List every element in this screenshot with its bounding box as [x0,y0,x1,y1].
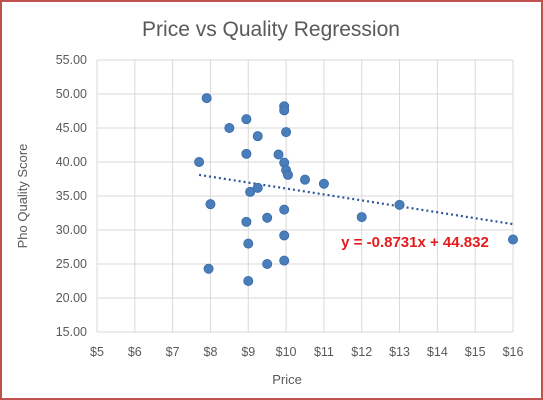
y-axis-label: Pho Quality Score [15,144,30,249]
grid-lines [96,59,514,333]
y-tick-label: 55.00 [56,53,87,67]
x-axis-ticks: $5 $6 $7 $8 $9 $10 $11 $12 $13 $14 $15 $16 [90,345,523,359]
data-points [194,93,518,286]
y-tick-label: 20.00 [56,291,87,305]
data-point [241,216,252,227]
data-point [201,93,212,104]
y-tick-label: 40.00 [56,155,87,169]
data-point [243,275,254,286]
data-point [243,238,254,249]
y-tick-label: 45.00 [56,121,87,135]
y-tick-label: 30.00 [56,223,87,237]
data-point [205,199,216,210]
data-point [194,156,205,167]
regression-equation: y = -0.8731x + 44.832 [341,234,489,251]
x-tick-label: $6 [128,345,142,359]
data-point [281,127,292,138]
x-tick-label: $9 [241,345,255,359]
data-point [279,204,290,215]
x-tick-label: $7 [166,345,180,359]
y-tick-label: 50.00 [56,87,87,101]
data-point [279,230,290,241]
data-point [241,114,252,125]
y-tick-label: 25.00 [56,257,87,271]
x-tick-label: $11 [314,345,334,359]
y-tick-label: 15.00 [56,325,87,339]
x-tick-label: $5 [90,345,104,359]
data-point [203,263,214,274]
data-point [279,105,290,116]
x-tick-label: $12 [351,345,372,359]
data-point [299,174,310,185]
data-point [252,182,263,193]
y-tick-label: 35.00 [56,189,87,203]
x-tick-label: $15 [465,345,486,359]
data-point [241,148,252,159]
data-point [507,234,518,245]
x-tick-label: $10 [276,345,297,359]
data-point [252,131,263,142]
data-point [224,123,235,134]
trendline-group [198,173,514,226]
chart-title: Price vs Quality Regression [142,18,400,41]
data-point [262,212,273,223]
trendline [198,173,514,226]
data-point [356,212,367,223]
data-point [318,178,329,189]
x-tick-label: $16 [503,345,524,359]
x-axis-label: Price [272,372,302,387]
x-tick-label: $13 [389,345,410,359]
data-point [245,186,256,197]
x-tick-label: $8 [204,345,218,359]
x-tick-label: $14 [427,345,448,359]
data-point [282,169,293,180]
y-axis-ticks: 15.00 20.00 25.00 30.00 35.00 40.00 45.00 50.00… [56,53,87,339]
data-point [262,258,273,269]
data-point [273,149,284,160]
data-point [394,199,405,210]
data-point [279,255,290,266]
